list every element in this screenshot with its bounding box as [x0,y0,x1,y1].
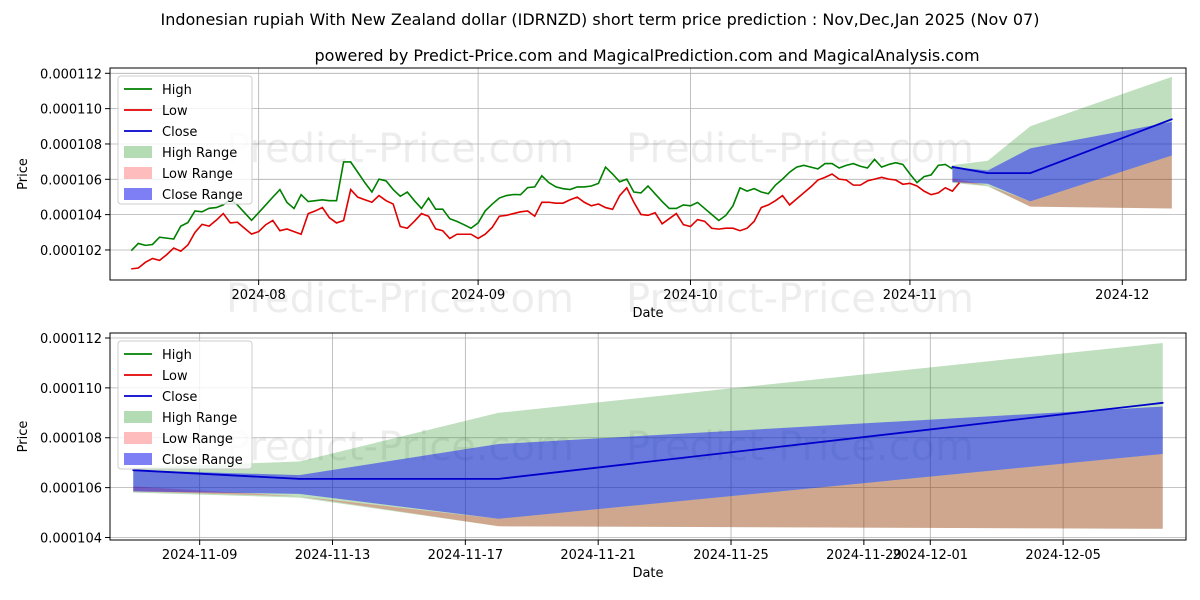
panel1-legend-label-1: Low [162,104,188,119]
panel1-xtick-label-1: 2024-09 [451,288,505,303]
panel1-axes-frame [109,67,1187,281]
panel2-legend-swatch-5 [124,453,152,465]
panel2-legend-swatch-3 [124,411,152,423]
panel2-watermark-0-0: Predict-Price.com [226,424,574,470]
panel2-xtick-label-5: 2024-11-29 [826,548,902,563]
panel1-legend-label-0: High [162,83,192,98]
panel2-xtick-label-3: 2024-11-21 [560,548,636,563]
panel1-ytick-label-2: 0.000106 [40,173,102,188]
panel1-ytick-label-4: 0.000110 [40,103,102,118]
panel2-xtick-label-0: 2024-11-09 [162,548,238,563]
panel1-watermark-0-1: Predict-Price.com [626,126,974,172]
panel1-watermark-1-1: Predict-Price.com [626,276,974,322]
panel2-ytick-label-4: 0.000112 [40,332,102,347]
panel2-legend-label-1: Low [162,369,188,384]
panel2-ytick-label-3: 0.000110 [40,382,102,397]
panel2-ytick-label-2: 0.000108 [40,432,102,447]
panel1-close-point-2 [1029,172,1032,175]
panel2-xtick-label-6: 2024-12-01 [893,548,969,563]
panel1-ytick-label-3: 0.000108 [40,138,102,153]
panel1-xtick-label-2: 2024-10 [663,288,717,303]
panel2-high-range-band [133,342,1163,529]
panel1-x-axis-title: Date [632,306,663,321]
panel2-close-point-3 [1161,401,1164,404]
panel2-legend-label-4: Low Range [162,432,233,447]
panel1-high-line [130,158,953,252]
panel1-legend-label-4: Low Range [162,167,233,182]
panel2-xtick-label-1: 2024-11-13 [295,548,371,563]
panel1-close-point-1 [986,172,989,175]
panel2-y-axis-title: Price [16,421,31,453]
panel1-watermark-0-0: Predict-Price.com [226,126,574,172]
panel2-close-point-1 [298,477,301,480]
panel2-xtick-label-2: 2024-11-17 [428,548,504,563]
chart-title: Indonesian rupiah With New Zealand dolla… [161,10,1040,29]
panel2-xtick-label-4: 2024-11-25 [693,548,769,563]
panel1-close-point-0 [951,166,954,168]
panel1-legend-swatch-3 [124,146,152,158]
panel1-xtick-label-0: 2024-08 [231,288,285,303]
panel1-y-axis-title: Price [16,158,31,190]
panel1-high-range-band [952,76,1172,209]
panel2-low-range-band [133,453,1163,529]
panel1-xtick-label-4: 2024-12 [1095,288,1149,303]
panel1-watermark-1-0: Predict-Price.com [226,276,574,322]
panel2-x-axis-title: Date [632,566,663,581]
panel2-close-line [133,401,1163,480]
panel1-legend-label-5: Close Range [162,188,243,203]
panel2-xtick-label-7: 2024-12-05 [1025,548,1101,563]
panel1-legend-swatch-4 [124,167,152,179]
panel2-legend-label-0: High [162,348,192,363]
panel1-ytick-label-0: 0.000102 [40,244,102,259]
panel2-legend-label-2: Close [162,390,197,405]
panel1-legend-label-2: Close [162,125,197,140]
panel1-xtick-label-3: 2024-11 [883,288,937,303]
panel2-ytick-label-1: 0.000106 [40,482,102,497]
panel2-close-point-2 [497,477,500,480]
panel1-close-line [952,118,1173,175]
panel1-ytick-label-5: 0.000112 [40,67,102,82]
panel2-ytick-label-0: 0.000104 [40,532,102,547]
panel1-low-line [131,173,961,270]
panel2-legend-label-5: Close Range [162,453,243,468]
panel1-close-point-3 [1170,118,1173,121]
chart-subtitle: powered by Predict-Price.com and Magical… [314,46,979,65]
panel1-legend-swatch-5 [124,188,152,200]
panel1-ytick-label-1: 0.000104 [40,209,102,224]
panel1-low-range-band [952,155,1172,209]
panel2-legend-swatch-4 [124,432,152,444]
panel2-axes-frame [109,332,1187,541]
panel2-close-point-0 [132,469,135,472]
panel2-legend-label-3: High Range [162,411,237,426]
panel1-legend-label-3: High Range [162,146,237,161]
